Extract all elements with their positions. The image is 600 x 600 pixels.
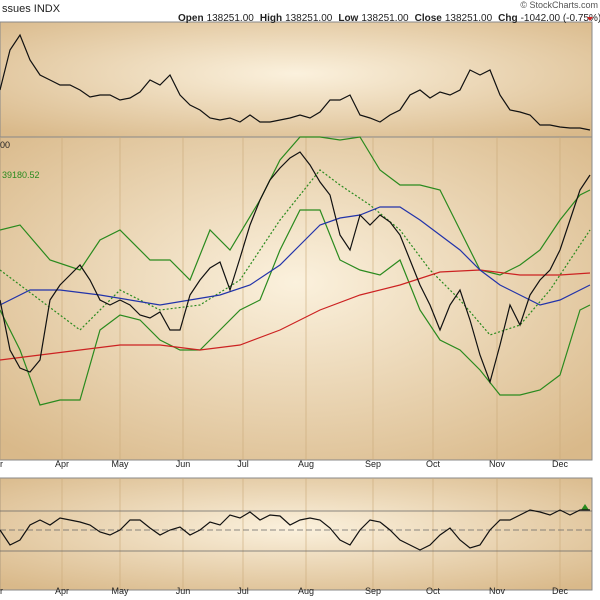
x-tick-label: May (111, 459, 129, 469)
x-tick-label: Apr (55, 459, 69, 469)
series-line (0, 136, 591, 282)
x-tick-label: Sep (365, 586, 381, 596)
x-tick-label: Aug (298, 586, 314, 596)
series-line (0, 169, 591, 336)
annotation: 39180.52 (2, 170, 40, 180)
copyright: © StockCharts.com (520, 0, 598, 10)
series-line (0, 509, 590, 551)
series-line (0, 206, 591, 306)
ohlc-value: 138251.00 (445, 13, 493, 24)
x-tick-label: Nov (489, 586, 506, 596)
x-tick-label: Jun (176, 459, 191, 469)
ohlc-key: High (260, 13, 282, 24)
x-tick-label: Jun (176, 586, 191, 596)
annotation: 00 (0, 140, 10, 150)
x-tick-label: r (0, 459, 3, 469)
ohlc-value: 138251.00 (285, 13, 333, 24)
ohlc-value: 138251.00 (361, 13, 409, 24)
x-tick-label: Jul (237, 586, 249, 596)
ohlc-line: Open 138251.00 High 138251.00 Low 138251.00 Cl… (178, 13, 600, 24)
x-tick-label: Jul (237, 459, 249, 469)
x-tick-label: Dec (552, 586, 569, 596)
x-tick-label: Oct (426, 459, 441, 469)
series-line (0, 33, 591, 131)
x-tick-label: Nov (489, 459, 506, 469)
series-line (0, 151, 591, 384)
series-line (0, 209, 591, 406)
x-tick-label: r (0, 586, 3, 596)
main-panel (0, 136, 593, 461)
marker (581, 504, 589, 510)
x-tick-label: Sep (365, 459, 381, 469)
ohlc-key: Chg (498, 13, 517, 24)
bottom-panel (0, 477, 593, 591)
x-tick-label: Aug (298, 459, 314, 469)
symbol: ssues INDX (2, 3, 61, 15)
down-arrow (587, 17, 593, 21)
ohlc-key: Close (415, 13, 443, 24)
series-line (0, 269, 591, 361)
ohlc-key: Low (338, 13, 358, 24)
ohlc-key: Open (178, 13, 204, 24)
x-tick-label: Apr (55, 586, 69, 596)
x-tick-label: Dec (552, 459, 569, 469)
ohlc-value: -1042.00 (-0.75%) (521, 13, 600, 24)
x-tick-label: Oct (426, 586, 441, 596)
ohlc-value: 138251.00 (207, 13, 255, 24)
x-tick-label: May (111, 586, 129, 596)
top-panel (0, 21, 593, 138)
